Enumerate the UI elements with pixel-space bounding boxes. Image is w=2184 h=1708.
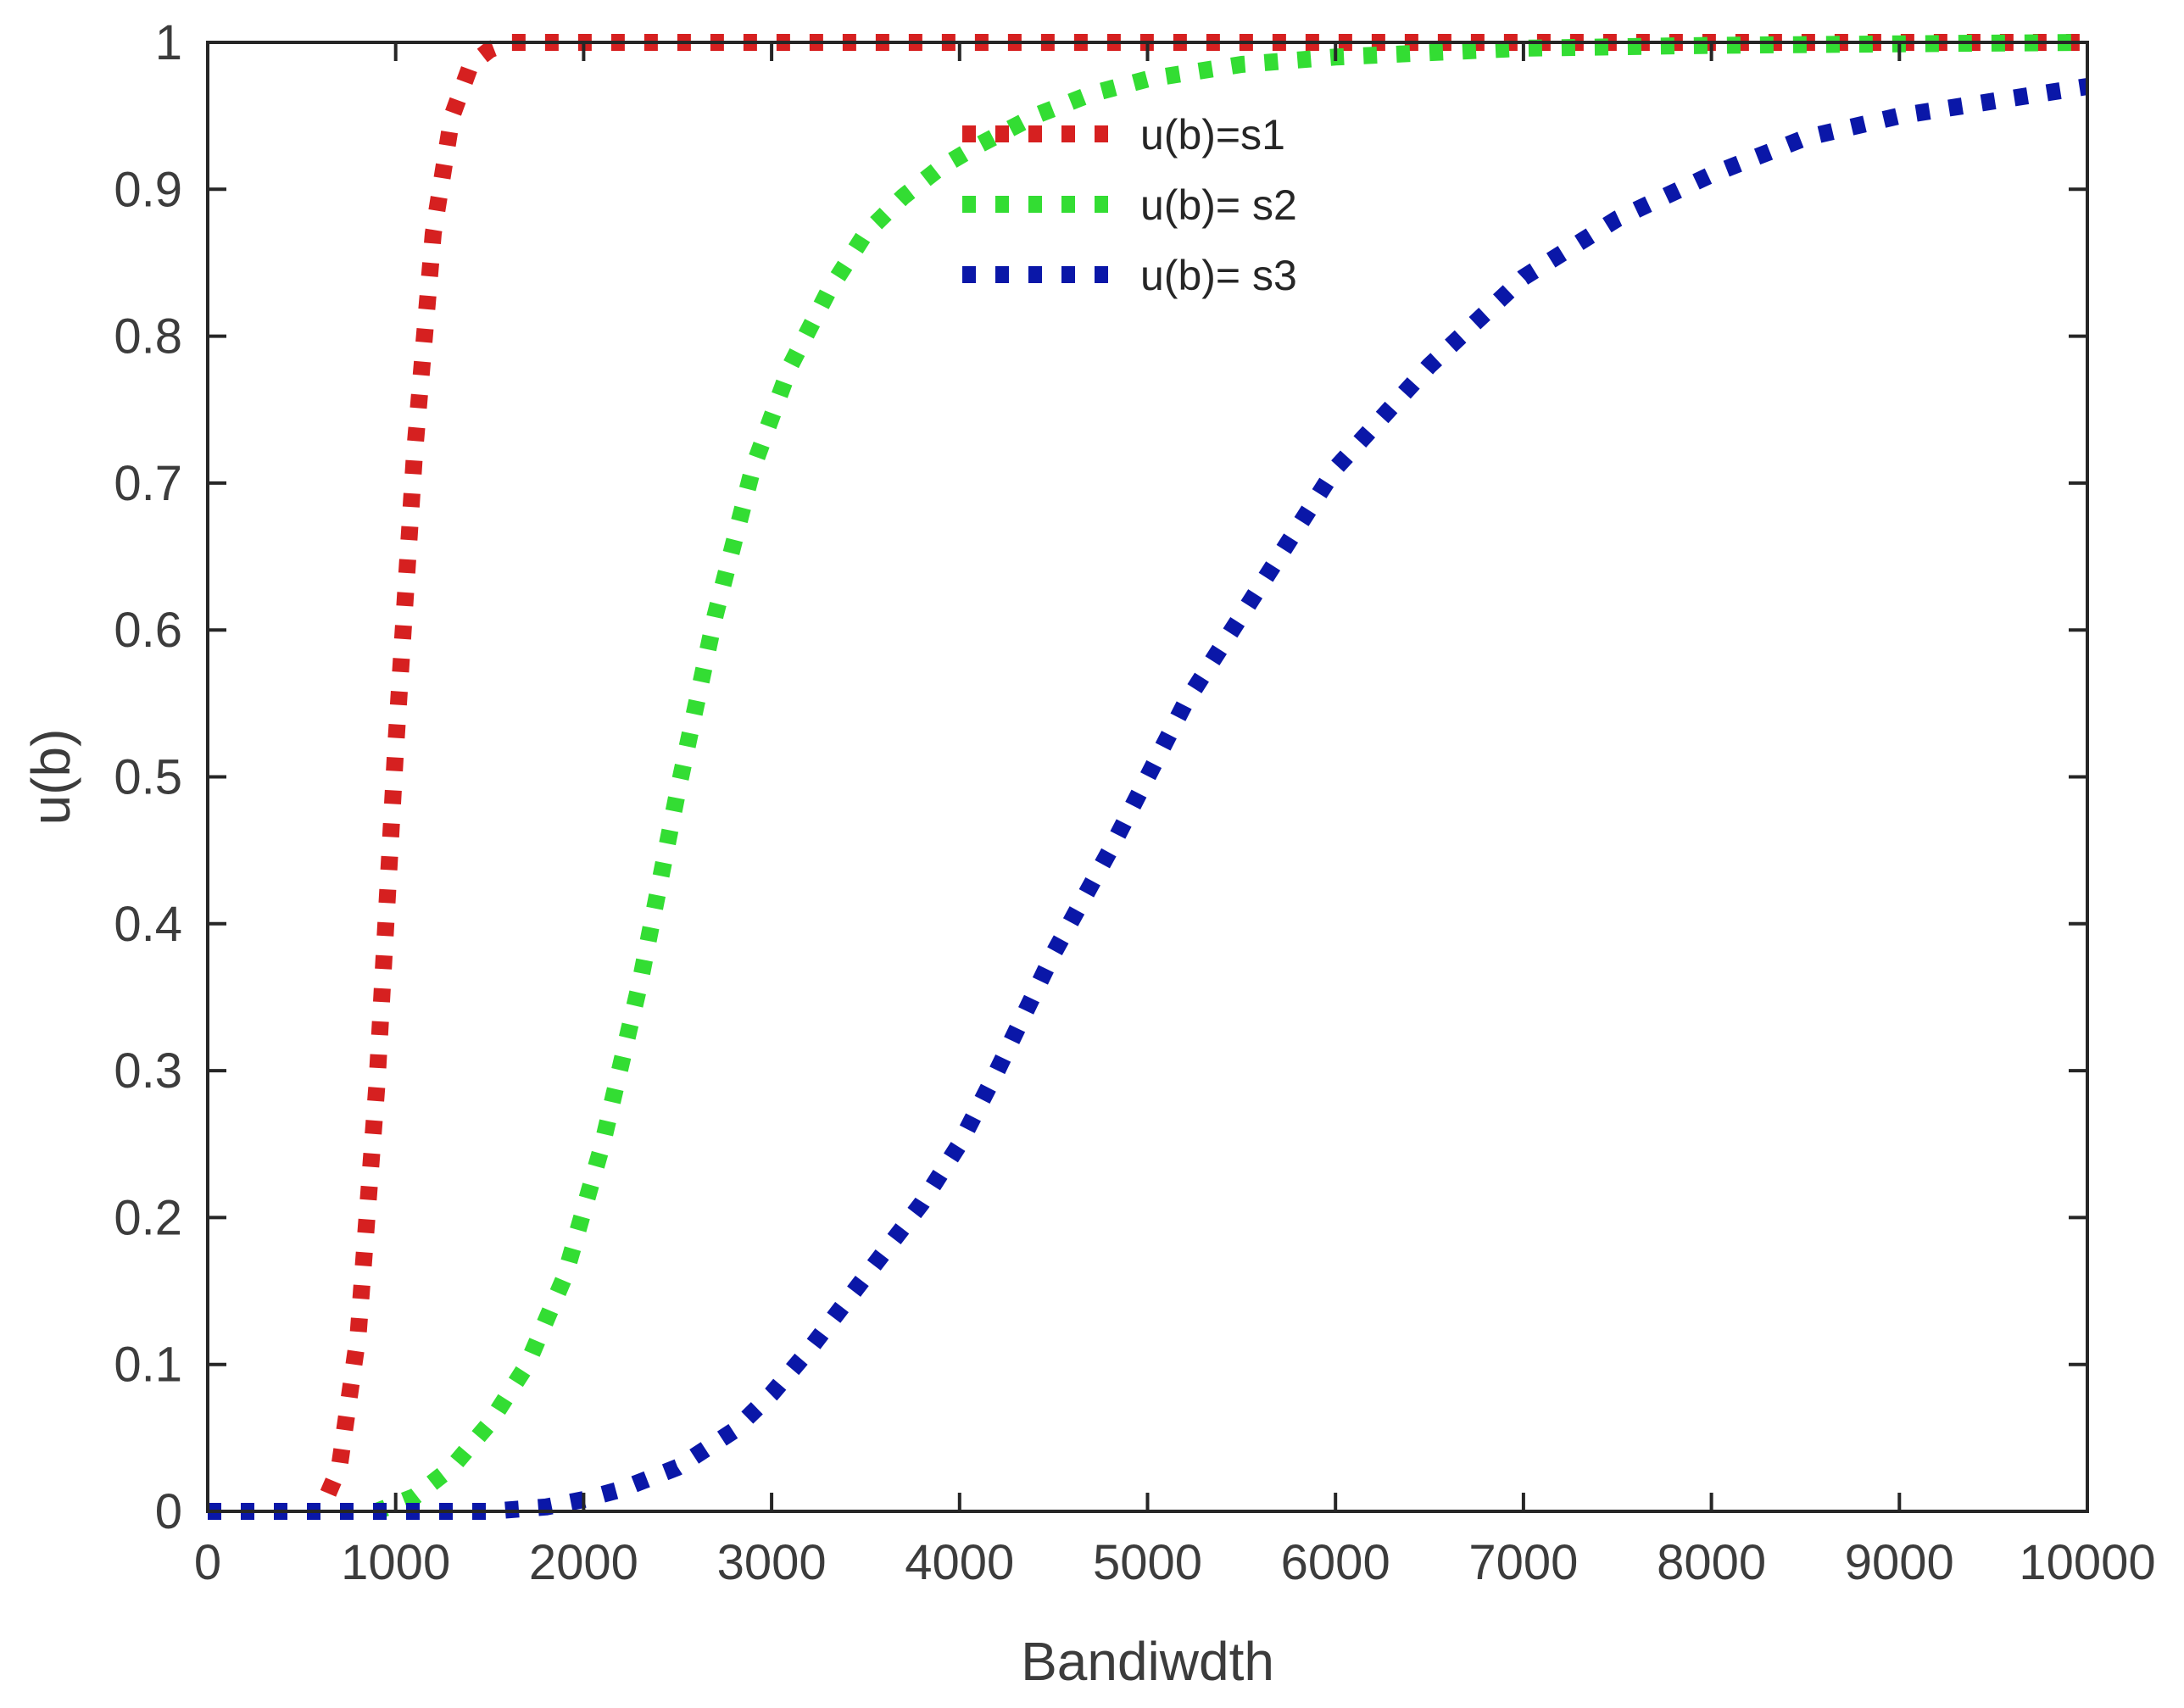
series-line-3 xyxy=(208,78,2089,1520)
series-line-2 xyxy=(208,34,2088,1520)
y-tick-label: 1 xyxy=(155,15,182,70)
y-tick-label: 0 xyxy=(155,1484,182,1539)
y-tick-label: 0.8 xyxy=(114,309,182,364)
series-line-1 xyxy=(208,34,2087,1520)
x-tick-label: 0 xyxy=(194,1535,221,1590)
y-tick-label: 0.6 xyxy=(114,603,182,658)
legend-label-2: u(b)= s2 xyxy=(1140,181,1297,229)
x-tick-label: 4000 xyxy=(905,1535,1014,1590)
x-tick-label: 6000 xyxy=(1281,1535,1390,1590)
legend-label-1: u(b)=s1 xyxy=(1140,111,1285,159)
legend-label-3: u(b)= s3 xyxy=(1140,252,1297,299)
y-tick-label: 0.5 xyxy=(114,750,182,805)
y-axis-title: u(b) xyxy=(20,729,81,826)
x-tick-label: 9000 xyxy=(1845,1535,1954,1590)
y-tick-label: 0.4 xyxy=(114,897,182,952)
x-tick-label: 3000 xyxy=(717,1535,827,1590)
x-tick-label: 10000 xyxy=(2019,1535,2155,1590)
plot-area xyxy=(208,42,2087,1511)
x-tick-label: 5000 xyxy=(1093,1535,1202,1590)
y-tick-label: 0.3 xyxy=(114,1043,182,1099)
axes xyxy=(206,41,2089,1513)
y-tick-label: 0.2 xyxy=(114,1190,182,1245)
x-tick-label: 1000 xyxy=(341,1535,450,1590)
x-tick-label: 7000 xyxy=(1468,1535,1578,1590)
series-layer xyxy=(208,34,2089,1520)
plot-background xyxy=(208,42,2087,1511)
x-axis-title: Bandiwdth xyxy=(1021,1631,1274,1692)
y-tick-label: 0.1 xyxy=(114,1338,182,1393)
x-tick-label: 2000 xyxy=(529,1535,638,1590)
x-tick-label: 8000 xyxy=(1657,1535,1766,1590)
legend: u(b)=s1 u(b)= s2 u(b)= s3 xyxy=(962,111,1297,299)
tick-labels: 0 1000 2000 3000 4000 5000 6000 7000 8000 9000 100… xyxy=(114,15,2155,1590)
y-tick-label: 0.9 xyxy=(114,162,182,217)
y-tick-label: 0.7 xyxy=(114,456,182,511)
